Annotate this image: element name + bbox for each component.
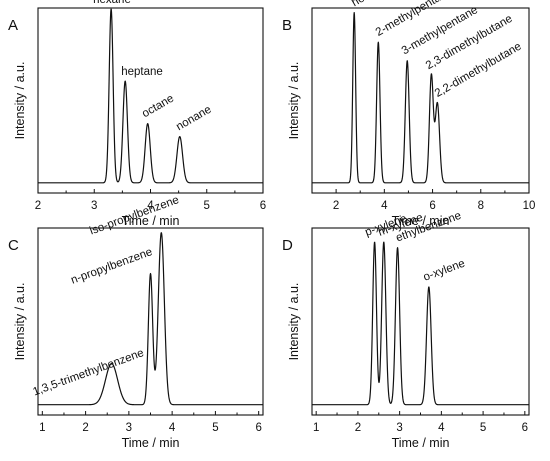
x-tick-label: 1	[313, 422, 319, 434]
x-tick-label: 1	[39, 422, 45, 434]
plot-frame	[37, 7, 264, 194]
x-tick-label: 5	[204, 200, 210, 212]
plot-frame	[311, 227, 530, 416]
x-tick-label: 6	[255, 422, 261, 434]
peak-label: o-xylene	[422, 258, 467, 284]
chromatogram-trace	[311, 12, 530, 184]
peak-label: nonane	[174, 104, 213, 134]
x-tick-label: 6	[522, 422, 528, 434]
panel-letter: D	[282, 237, 293, 254]
x-tick-label: 3	[126, 422, 132, 434]
y-axis-title: Intensity / a.u.	[13, 283, 27, 361]
x-tick-label: 2	[355, 422, 361, 434]
x-tick-label: 8	[478, 200, 484, 212]
peak-label: 1,3,5-trimethylbenzene	[31, 347, 145, 398]
chromatogram-trace	[37, 232, 264, 406]
x-tick-label: 5	[480, 422, 486, 434]
x-tick-label: 10	[523, 200, 536, 212]
peak-label: octane	[140, 93, 176, 121]
chart-panel-a: A 2 3 4 5 6 Time / min Intensity / a.u. hexane he…	[8, 0, 266, 228]
chromatogram-trace	[37, 8, 264, 184]
x-tick-label: 4	[169, 422, 176, 434]
plot-frame	[311, 7, 530, 194]
x-axis-title: Time / min	[392, 436, 450, 450]
x-tick-label: 6	[260, 200, 266, 212]
x-tick-label: 3	[91, 200, 97, 212]
x-axis-title: Time / min	[392, 214, 450, 228]
panel-letter: B	[282, 17, 292, 34]
x-tick-label: 2	[35, 200, 41, 212]
panel-letter: A	[8, 17, 18, 34]
peak-label: n-propylbenzene	[69, 246, 154, 287]
x-tick-label: 4	[147, 200, 154, 212]
chromatogram-trace	[311, 241, 530, 406]
chart-panel-c: C 1 2 3 4 5 6 Time / min Intensity / a.u. 1,3,5-t…	[8, 194, 264, 450]
x-tick-label: 5	[212, 422, 218, 434]
y-axis-title: Intensity / a.u.	[13, 62, 27, 140]
x-tick-label: 4	[438, 422, 445, 434]
x-tick-label: 2	[82, 422, 88, 434]
panel-letter: C	[8, 237, 19, 254]
peak-label: heptane	[121, 66, 163, 78]
x-axis-title: Time / min	[122, 436, 180, 450]
x-tick-label: 3	[396, 422, 402, 434]
y-axis-title: Intensity / a.u.	[287, 283, 301, 361]
x-tick-label: 2	[333, 200, 339, 212]
y-axis-title: Intensity / a.u.	[287, 62, 301, 140]
peak-label: hexane	[93, 0, 131, 6]
x-tick-label: 6	[429, 200, 435, 212]
x-axis-title: Time / min	[122, 214, 180, 228]
x-tick-label: 4	[381, 200, 388, 212]
